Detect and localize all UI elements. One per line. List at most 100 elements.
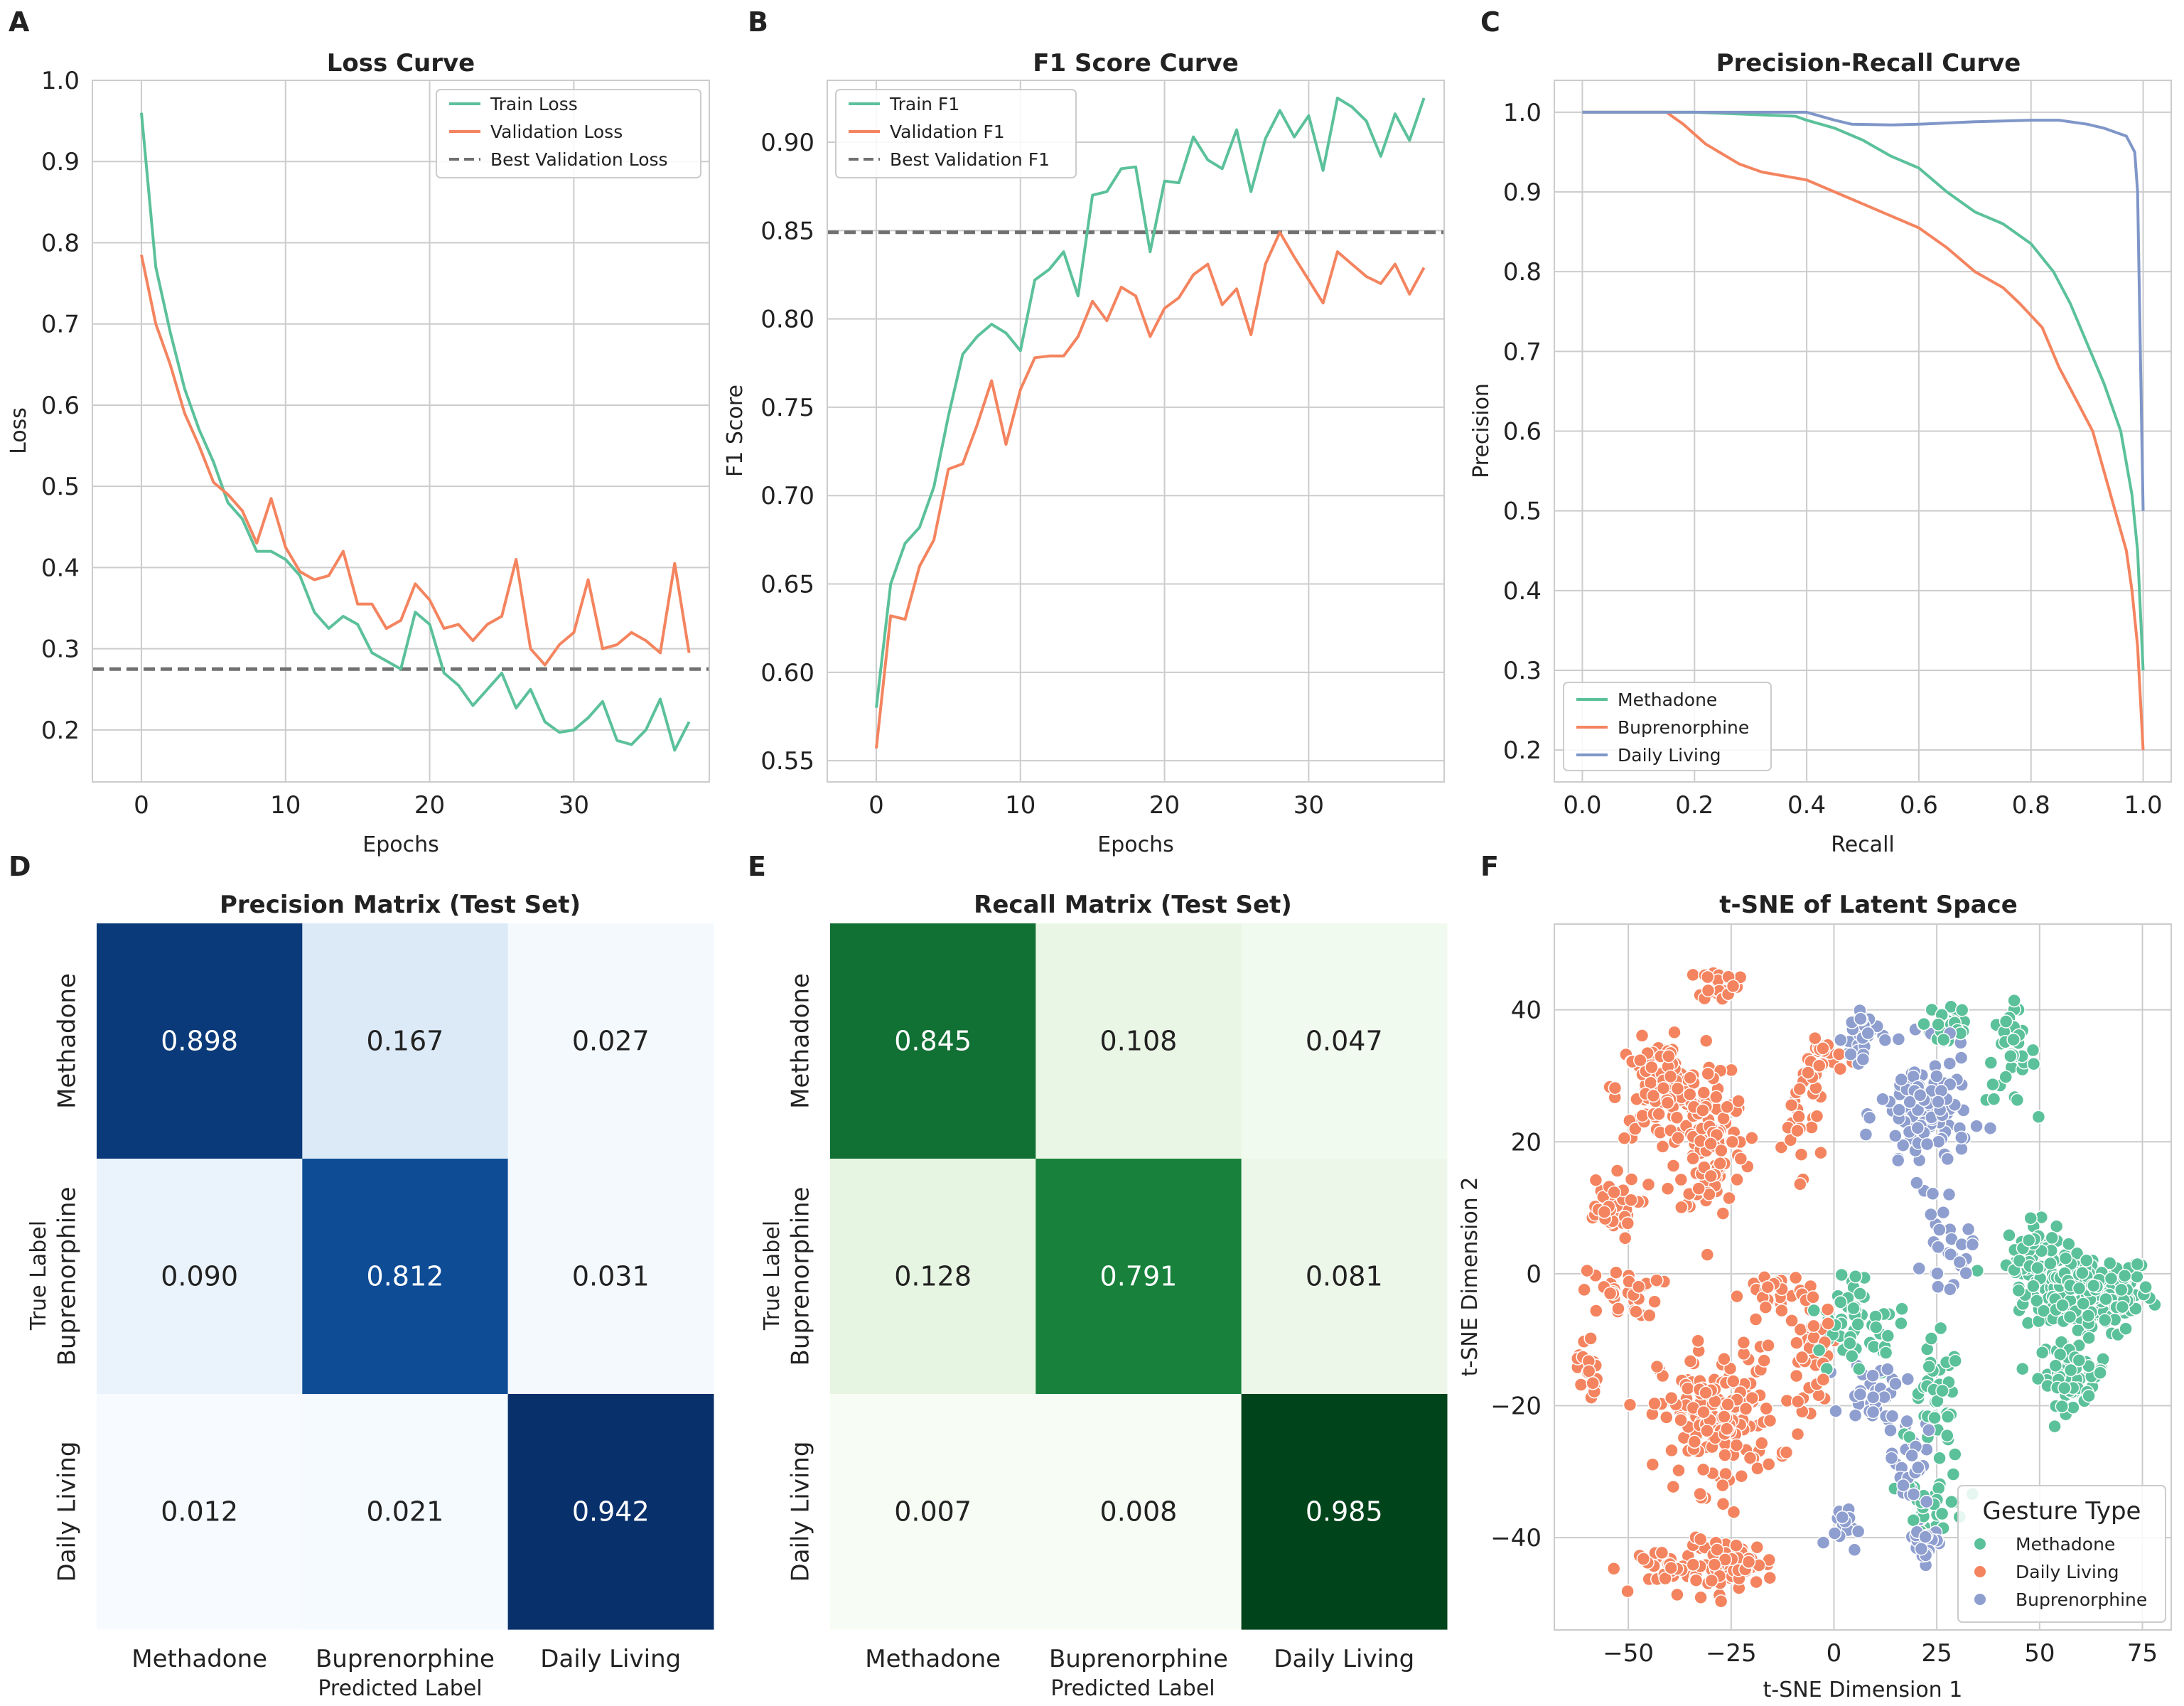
tsne-point-daily-living [1581, 1364, 1596, 1378]
tsne-point-buprenorphine [1847, 1543, 1862, 1557]
tsne-y-tick-label: 20 [1511, 1128, 1542, 1157]
tsne-x-tick-label: −50 [1603, 1639, 1654, 1668]
tsne-point-buprenorphine [1854, 1012, 1868, 1026]
tsne-point-buprenorphine [1848, 1408, 1863, 1422]
tsne-point-daily-living [1729, 1438, 1744, 1452]
tsne-point-daily-living [1663, 1069, 1678, 1084]
tsne-point-daily-living [1589, 1304, 1603, 1318]
tsne-point-methadone [2063, 1363, 2078, 1378]
tsne-point-daily-living [1687, 1434, 1702, 1449]
tsne-point-methadone [1948, 1447, 1962, 1461]
tsne-y-tick-label: −20 [1490, 1392, 1542, 1420]
tsne-point-methadone [2076, 1297, 2090, 1311]
tsne-point-methadone [2119, 1321, 2133, 1336]
tsne-point-methadone [1933, 1321, 1948, 1336]
tsne-point-buprenorphine [1914, 1542, 1929, 1556]
tsne-point-daily-living [1631, 1280, 1646, 1294]
tsne-point-methadone [1931, 1481, 1946, 1496]
tsne-point-daily-living [1759, 1401, 1773, 1416]
tsne-chart-title: t-SNE of Latent Space [1719, 891, 2018, 919]
tsne-point-methadone [1946, 1467, 1961, 1481]
tsne-point-methadone [2002, 1228, 2016, 1243]
tsne-point-daily-living [1745, 1390, 1760, 1405]
tsne-point-daily-living [1734, 1469, 1749, 1484]
loss-x-axis-label: Epochs [362, 832, 439, 857]
pr-daily-living-line [1582, 110, 2145, 511]
panel-d: D Precision Matrix (Test Set) 0.898 0.167… [9, 851, 714, 1701]
precision-matrix-cell-value: 0.942 [572, 1496, 650, 1528]
precision-matrix-cell [97, 923, 303, 1159]
recall-matrix-title: Recall Matrix (Test Set) [974, 891, 1292, 919]
loss-train-loss-line [140, 112, 691, 752]
tsne-point-daily-living [1790, 1336, 1804, 1350]
precision-matrix-cell [507, 923, 714, 1159]
tsne-point-daily-living [1709, 1090, 1723, 1105]
pr-y-tick-label: 1.0 [1503, 99, 1542, 127]
tsne-point-daily-living [1686, 1557, 1701, 1572]
tsne-point-daily-living [1646, 1088, 1661, 1103]
tsne-point-buprenorphine [1931, 1134, 1946, 1149]
tsne-point-daily-living [1628, 1122, 1642, 1136]
tsne-point-methadone [2055, 1399, 2070, 1414]
tsne-point-methadone [1846, 1301, 1861, 1316]
loss-y-tick-label: 0.5 [41, 473, 80, 501]
tsne-point-methadone [2096, 1352, 2110, 1366]
tsne-point-methadone [2021, 1233, 2036, 1248]
tsne-point-daily-living [1624, 1193, 1638, 1207]
tsne-point-daily-living [1682, 1087, 1697, 1102]
recall-matrix-row-label: Buprenorphine [787, 1187, 815, 1366]
precision-matrix-cell [507, 1159, 714, 1395]
tsne-point-buprenorphine [1936, 1205, 1951, 1220]
tsne-point-buprenorphine [1896, 1478, 1910, 1493]
tsne-point-methadone [1881, 1329, 1895, 1343]
pr-gridlines [1554, 80, 2171, 782]
tsne-point-daily-living [1733, 1152, 1748, 1166]
f1-x-tick-label: 30 [1293, 791, 1324, 820]
precision-matrix-title: Precision Matrix (Test Set) [220, 891, 581, 919]
tsne-point-daily-living [1674, 1413, 1688, 1427]
precision-matrix-x-axis-label: Predicted Label [318, 1676, 482, 1701]
tsne-point-buprenorphine [1930, 1266, 1944, 1281]
tsne-legend-title: Gesture Type [1983, 1497, 2141, 1525]
tsne-point-buprenorphine [1903, 1095, 1917, 1110]
tsne-point-methadone [1922, 1359, 1936, 1374]
tsne-point-daily-living [1642, 1308, 1657, 1323]
legend-validation-loss: Validation Loss [490, 122, 623, 142]
tsne-point-daily-living [1659, 1410, 1674, 1425]
precision-matrix-row-label: Methadone [53, 973, 82, 1109]
tsne-point-methadone [1940, 1428, 1954, 1443]
tsne-point-daily-living [1662, 1049, 1676, 1063]
tsne-point-methadone [2049, 1219, 2064, 1233]
tsne-point-methadone [2030, 1371, 2045, 1386]
recall-matrix-row-label: Methadone [787, 973, 815, 1109]
tsne-point-methadone [2010, 1093, 2025, 1107]
tsne-point-methadone [1843, 1336, 1857, 1351]
tsne-point-methadone [2115, 1299, 2130, 1314]
recall-matrix-col-label: Daily Living [1274, 1645, 1414, 1673]
recall-matrix-cell [1241, 1159, 1448, 1395]
tsne-point-daily-living [1645, 1457, 1660, 1472]
tsne-x-tick-label: −25 [1706, 1639, 1757, 1668]
tsne-point-daily-living [1650, 1273, 1664, 1287]
tsne-point-methadone [2082, 1331, 2096, 1345]
tsne-x-tick-label: 25 [1922, 1639, 1952, 1668]
tsne-point-methadone [2139, 1280, 2153, 1294]
tsne-point-methadone [1986, 1092, 2001, 1106]
loss-chart-title: Loss Curve [327, 49, 475, 77]
tsne-point-buprenorphine [1920, 1137, 1935, 1152]
tsne-point-daily-living [1717, 1410, 1731, 1424]
tsne-point-methadone [1954, 1003, 1969, 1017]
legend-methadone-pr: Methadone [1618, 690, 1717, 710]
tsne-point-buprenorphine [1913, 1088, 1927, 1103]
tsne-point-buprenorphine [1922, 1423, 1936, 1437]
tsne-point-methadone [2082, 1388, 2096, 1403]
legend-train-loss: Train Loss [490, 94, 578, 114]
f1-y-axis-label: F1 Score [723, 385, 748, 477]
pr-legend: Methadone Buprenorphine Daily Living [1563, 682, 1772, 771]
tsne-x-tick-label: 0 [1827, 1639, 1842, 1668]
f1-x-tick-label: 0 [868, 791, 884, 820]
tsne-point-methadone [2030, 1294, 2044, 1308]
tsne-point-daily-living [1704, 1573, 1719, 1588]
loss-y-tick-label: 0.7 [41, 311, 80, 339]
tsne-point-daily-living [1652, 1107, 1666, 1122]
